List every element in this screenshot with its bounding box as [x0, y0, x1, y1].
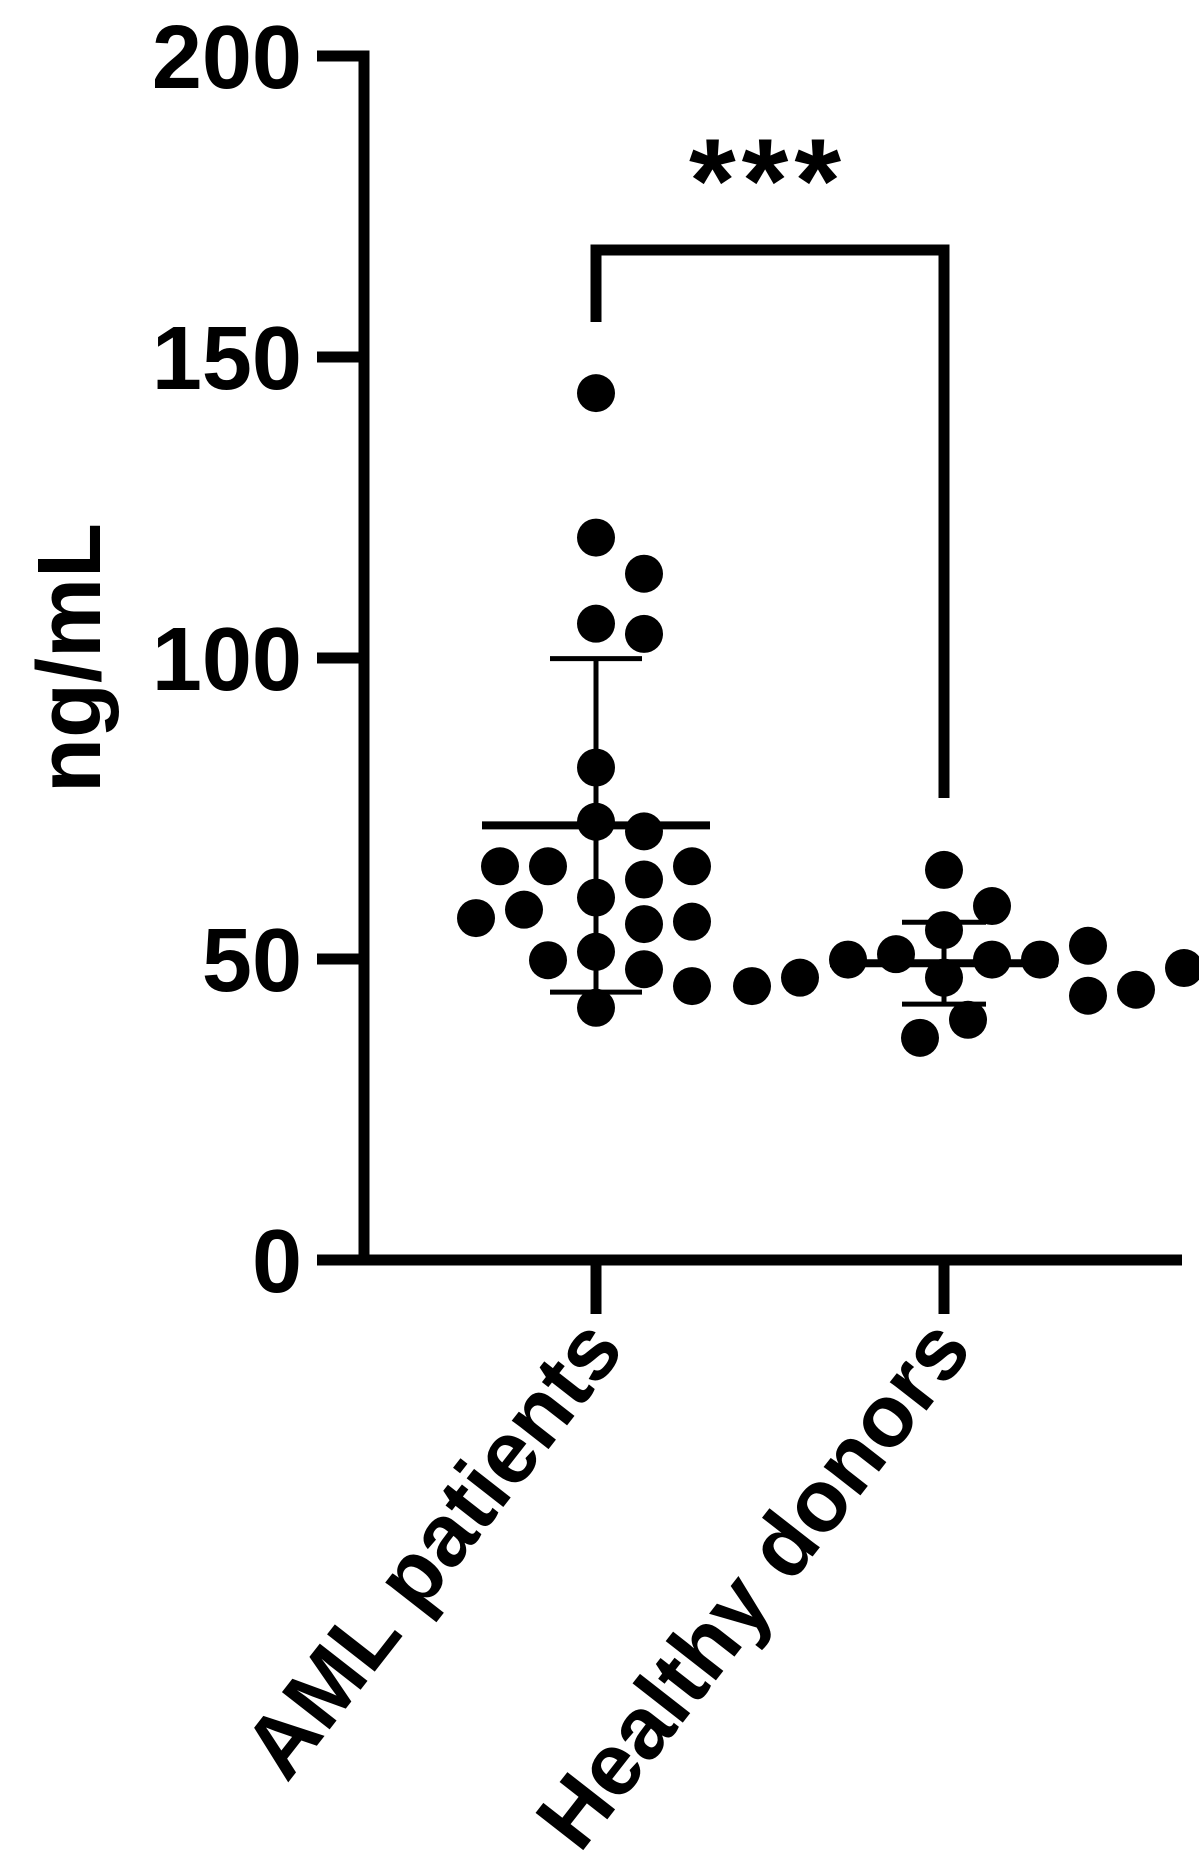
significance-label: *** [689, 114, 847, 248]
data-point [577, 374, 615, 413]
data-point [625, 860, 663, 899]
data-point [625, 554, 663, 593]
y-tick-label: 0 [252, 1212, 302, 1312]
data-point [973, 887, 1011, 926]
data-point [925, 850, 963, 889]
y-tick-label: 100 [152, 610, 302, 710]
y-tick-label: 50 [202, 911, 302, 1011]
data-point [949, 1000, 987, 1039]
data-point [1069, 926, 1107, 965]
data-point [481, 847, 519, 886]
data-point [1069, 976, 1107, 1015]
data-point [529, 941, 567, 980]
data-point [1165, 949, 1199, 988]
y-tick-label: 200 [152, 8, 302, 108]
data-point [781, 958, 819, 997]
data-point [901, 1018, 939, 1057]
data-point [625, 905, 663, 944]
data-point [457, 899, 495, 938]
data-point [625, 812, 663, 851]
data-point [1117, 970, 1155, 1009]
data-point [577, 604, 615, 643]
x-tick-label: AML patients [224, 1301, 641, 1796]
data-point [625, 614, 663, 653]
data-point [673, 902, 711, 941]
data-point [625, 950, 663, 989]
y-tick-label: 150 [152, 309, 302, 409]
significance-bracket [590, 244, 950, 798]
data-point [733, 967, 771, 1006]
data-point [877, 935, 915, 974]
y-axis-label: ng/mL [20, 523, 120, 793]
data-point [529, 847, 567, 886]
data-point [577, 518, 615, 557]
data-point [577, 988, 615, 1027]
data-point [673, 967, 711, 1006]
data-point [673, 847, 711, 886]
data-point [505, 890, 543, 929]
